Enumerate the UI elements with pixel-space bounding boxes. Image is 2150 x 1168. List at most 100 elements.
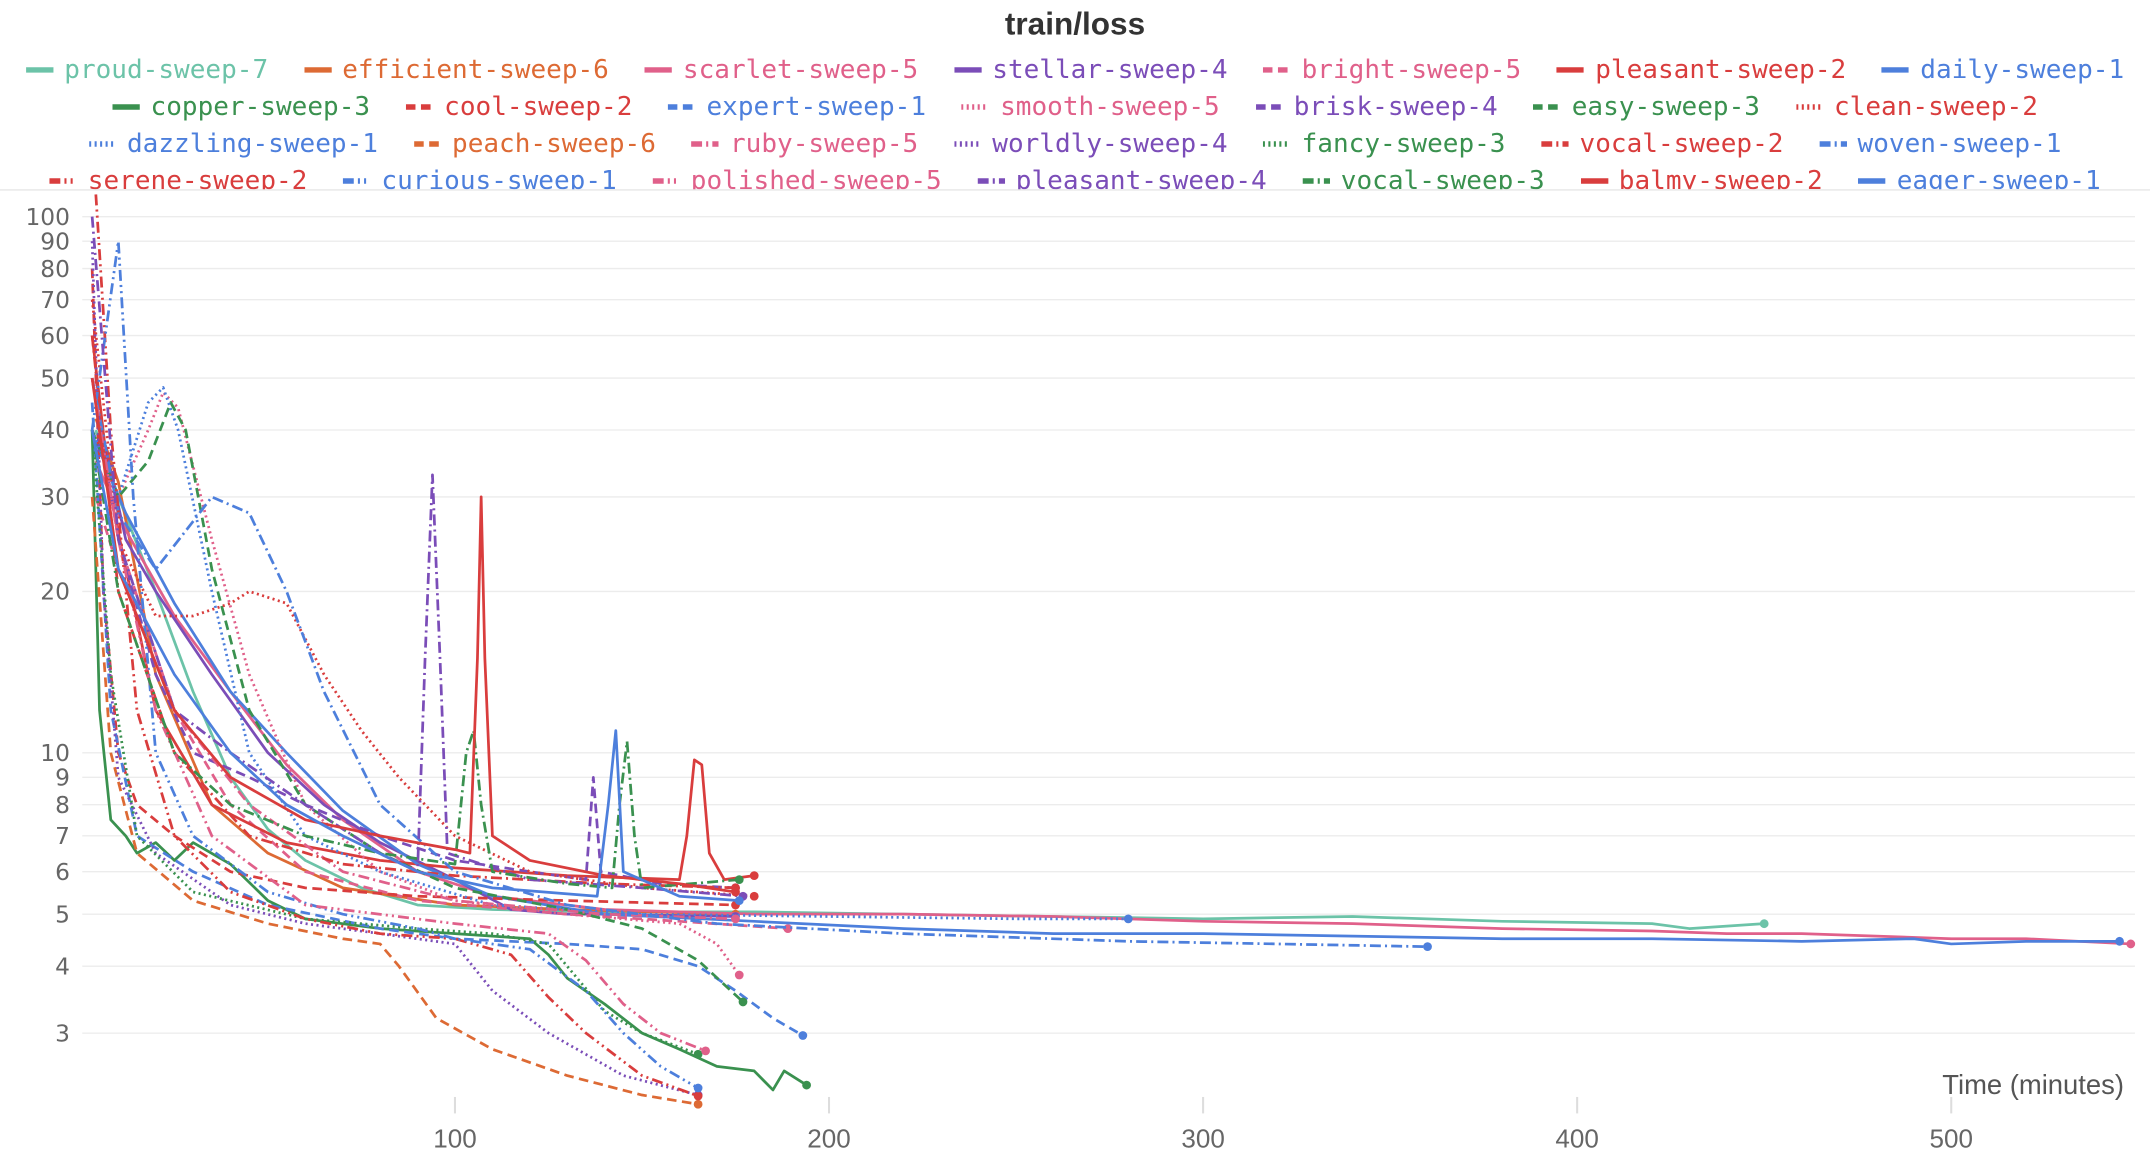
- legend-row: dazzling-sweep-1 peach-sweep-6 ruby-sweep-…: [0, 125, 2150, 162]
- series-line-daily-sweep-1[interactable]: [94, 441, 2120, 946]
- series-line-worldly-sweep-4[interactable]: [90, 241, 699, 1097]
- legend-item[interactable]: efficient-sweep-6: [303, 54, 609, 85]
- legend-item[interactable]: eager-sweep-1: [1858, 165, 2101, 191]
- series-line-balmy-sweep-2[interactable]: [90, 377, 736, 894]
- legend-swatch-icon: [405, 103, 434, 110]
- series-line-brisk-sweep-4[interactable]: [90, 377, 736, 890]
- series-endpoint-woven-sweep-1[interactable]: [1423, 942, 1432, 951]
- legend-label: bright-sweep-5: [1301, 54, 1522, 85]
- legend-swatch-icon: [961, 103, 990, 110]
- legend-item[interactable]: peach-sweep-6: [413, 128, 656, 158]
- legend-item[interactable]: daily-sweep-1: [1881, 54, 2125, 85]
- legend-item[interactable]: pleasant-sweep-2: [1556, 54, 1846, 84]
- series-endpoint-expert-sweep-1[interactable]: [798, 1031, 808, 1040]
- series-line-fancy-sweep-3[interactable]: [90, 429, 699, 1056]
- legend-item[interactable]: brisk-sweep-4: [1255, 91, 1498, 121]
- series-endpoint-easy-sweep-3[interactable]: [738, 997, 748, 1007]
- series-line-copper-sweep-3[interactable]: [90, 429, 808, 1092]
- legend-item[interactable]: balmy-sweep-2: [1580, 165, 1823, 189]
- y-tick-label: 6: [55, 859, 70, 886]
- y-tick-label: 8: [55, 792, 70, 819]
- series-endpoint-scarlet-sweep-5[interactable]: [2126, 939, 2136, 949]
- series-line-expert-sweep-1[interactable]: [90, 402, 804, 1037]
- series-endpoint-polished-sweep-5[interactable]: [701, 1046, 710, 1056]
- legend-item[interactable]: fancy-sweep-3: [1263, 128, 1506, 159]
- series-line-proud-sweep-7[interactable]: [94, 429, 1765, 930]
- series-endpoint-fancy-sweep-3[interactable]: [693, 1049, 703, 1059]
- legend-item[interactable]: curious-sweep-1: [343, 165, 617, 189]
- legend-label: woven-sweep-1: [1857, 128, 2062, 159]
- series-line-ruby-sweep-5[interactable]: [90, 377, 736, 921]
- series-endpoint-balmy-sweep-2[interactable]: [731, 887, 740, 897]
- legend-label: serene-sweep-2: [87, 165, 308, 191]
- series-endpoint-proud-sweep-7[interactable]: [1759, 919, 1769, 929]
- series-line-serene-sweep-2[interactable]: [94, 194, 699, 1098]
- legend-item[interactable]: polished-sweep-5: [652, 165, 942, 191]
- legend-item[interactable]: dazzling-sweep-1: [88, 128, 378, 158]
- legend-swatch-icon: [1263, 140, 1291, 147]
- series-endpoint-eager-sweep-1[interactable]: [734, 896, 744, 906]
- legend-item[interactable]: proud-sweep-7: [25, 54, 268, 84]
- series-endpoint-smooth-sweep-5[interactable]: [734, 970, 744, 980]
- legend-label: eager-sweep-1: [1896, 165, 2101, 191]
- legend-label: efficient-sweep-6: [342, 54, 609, 85]
- series-line-easy-sweep-3[interactable]: [90, 401, 744, 1003]
- legend-label: worldly-sweep-4: [992, 128, 1228, 159]
- series-line-dazzling-sweep-1[interactable]: [90, 386, 1129, 921]
- y-tick-label: 3: [55, 1020, 70, 1047]
- legend-item[interactable]: pleasant-sweep-4: [977, 165, 1267, 189]
- legend-swatch-icon: [1580, 177, 1608, 184]
- series-endpoint-clean-sweep-2[interactable]: [749, 891, 759, 901]
- legend-swatch-icon: [25, 66, 54, 72]
- series-line-woven-sweep-1[interactable]: [90, 377, 1428, 949]
- series-line-stellar-sweep-4[interactable]: [94, 402, 736, 918]
- series-line-peach-sweep-6[interactable]: [90, 496, 699, 1106]
- series-endpoint-peach-sweep-6[interactable]: [693, 1099, 703, 1109]
- legend-swatch-icon: [644, 66, 672, 72]
- series-line-polished-sweep-5[interactable]: [90, 377, 707, 1053]
- series-endpoint-ruby-sweep-5[interactable]: [731, 914, 740, 924]
- legend-item[interactable]: cool-sweep-2: [405, 91, 632, 121]
- legend-item[interactable]: ruby-sweep-5: [691, 128, 919, 159]
- legend-label: daily-sweep-1: [1920, 54, 2125, 85]
- series-endpoint-pleasant-sweep-2[interactable]: [749, 871, 759, 881]
- series-endpoint-dazzling-sweep-1[interactable]: [1123, 914, 1133, 924]
- legend-item[interactable]: woven-sweep-1: [1819, 128, 2061, 158]
- series-line-pleasant-sweep-4[interactable]: [90, 216, 744, 898]
- legend-label: fancy-sweep-3: [1301, 128, 1506, 159]
- legend-item[interactable]: stellar-sweep-4: [953, 54, 1228, 84]
- legend-item[interactable]: vocal-sweep-2: [1541, 128, 1783, 158]
- series-endpoint-daily-sweep-1[interactable]: [2115, 936, 2124, 946]
- legend-item[interactable]: serene-sweep-2: [49, 165, 308, 191]
- legend-item[interactable]: worldly-sweep-4: [953, 128, 1228, 159]
- series-line-pleasant-sweep-2[interactable]: [90, 335, 755, 881]
- series-endpoint-serene-sweep-2[interactable]: [693, 1091, 703, 1101]
- legend-item[interactable]: smooth-sweep-5: [961, 91, 1220, 122]
- series-line-clean-sweep-2[interactable]: [90, 299, 755, 898]
- legend-label: vocal-sweep-3: [1340, 165, 1545, 191]
- legend-item[interactable]: easy-sweep-3: [1533, 91, 1760, 121]
- legend-item[interactable]: scarlet-sweep-5: [644, 54, 918, 84]
- legend-swatch-icon: [1881, 66, 1910, 72]
- legend-label: polished-sweep-5: [690, 165, 942, 191]
- legend-item[interactable]: vocal-sweep-3: [1302, 165, 1545, 191]
- series-endpoint-copper-sweep-3[interactable]: [802, 1080, 811, 1090]
- legend-swatch-icon: [1541, 140, 1569, 147]
- series-line-cool-sweep-2[interactable]: [90, 268, 736, 907]
- series-line-eager-sweep-1[interactable]: [90, 429, 740, 902]
- series-endpoint-vocal-sweep-3[interactable]: [734, 875, 744, 885]
- legend-item[interactable]: expert-sweep-1: [668, 91, 926, 121]
- legend-row: proud-sweep-7 efficient-sweep-6 scarlet-sw…: [0, 51, 2150, 88]
- series-endpoint-curious-sweep-1[interactable]: [693, 1083, 703, 1093]
- legend-item[interactable]: clean-sweep-2: [1795, 91, 2038, 121]
- legend-item[interactable]: bright-sweep-5: [1263, 54, 1521, 84]
- legend-label: ruby-sweep-5: [729, 128, 919, 159]
- series-line-vocal-sweep-3[interactable]: [90, 429, 740, 890]
- series-line-efficient-sweep-6[interactable]: [94, 418, 736, 916]
- y-tick-label: 40: [40, 417, 70, 444]
- legend-label: smooth-sweep-5: [1000, 91, 1220, 122]
- legend-label: vocal-sweep-2: [1579, 128, 1784, 159]
- legend-item[interactable]: copper-sweep-3: [112, 91, 370, 121]
- y-tick-label: 80: [40, 256, 70, 283]
